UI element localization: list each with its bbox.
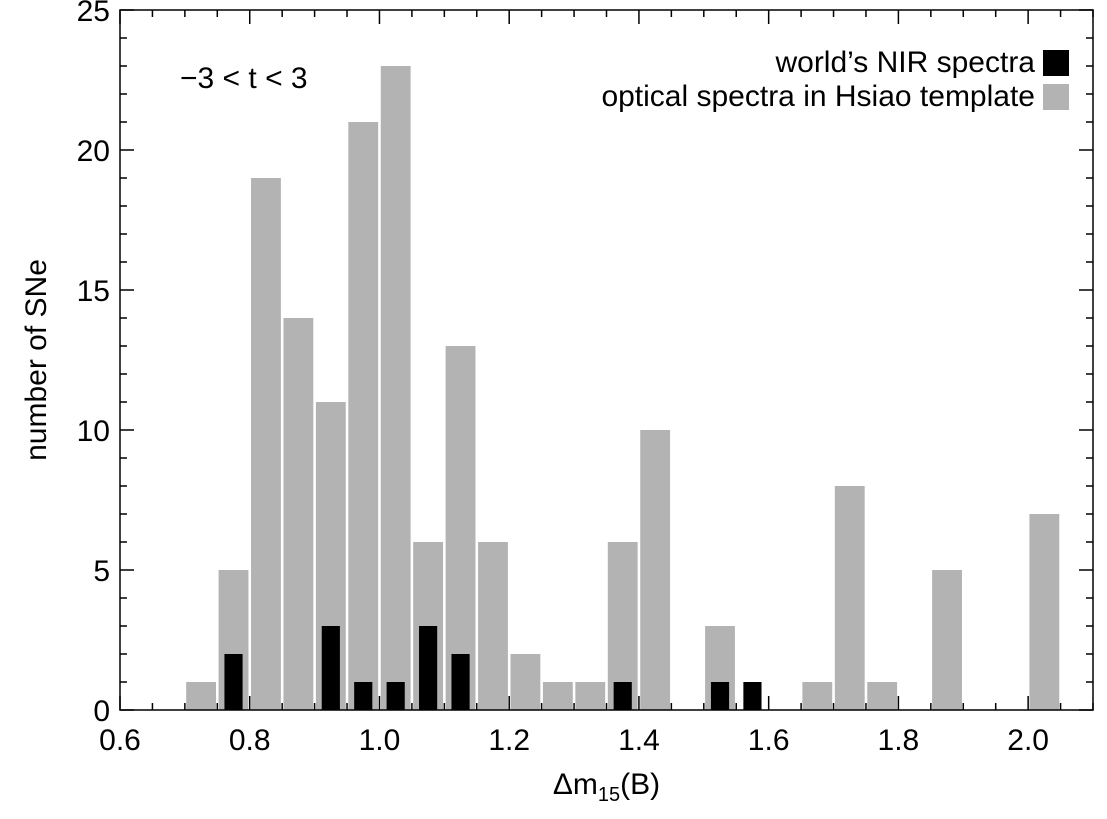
x-tick-label: 1.6: [748, 724, 790, 757]
legend-swatch-optical: [1043, 84, 1069, 110]
x-axis-label-prefix: Δm: [553, 768, 598, 801]
axis-ticks: [119, 9, 1094, 711]
bar-nir: [451, 654, 470, 710]
bar-nir: [710, 682, 730, 710]
x-axis-label-suffix: (B): [620, 768, 660, 801]
x-tick-label: 1.0: [359, 724, 401, 757]
axis-tick-labels: 0.6 0.8 1.0 1.2 1.4 1.6 1.8 2.0 0 5 10 15 20 25: [77, 0, 1049, 757]
y-axis-label: number of SNe: [20, 259, 53, 461]
bar-nir: [386, 682, 405, 710]
legend-label-optical: optical spectra in Hsiao template: [601, 80, 1035, 113]
x-tick-label: 1.2: [488, 724, 530, 757]
bar-nir: [354, 682, 373, 710]
bar-optical: [1029, 514, 1060, 710]
legend: world’s NIR spectra optical spectra in H…: [601, 46, 1069, 113]
y-tick-label: 0: [93, 695, 110, 728]
y-tick-label: 25: [77, 0, 110, 28]
x-tick-label: 1.4: [618, 724, 660, 757]
bar-optical: [348, 122, 379, 710]
bar-nir: [743, 682, 762, 710]
x-tick-label: 2.0: [1007, 724, 1049, 757]
optical-series-bars: [186, 66, 1060, 710]
bar-nir: [321, 626, 340, 710]
x-axis-label: Δm15(B): [553, 768, 660, 806]
legend-label-nir: world’s NIR spectra: [774, 46, 1035, 79]
bar-optical: [542, 682, 573, 710]
bar-nir: [419, 626, 438, 710]
bar-optical: [478, 542, 508, 710]
y-tick-label: 15: [77, 275, 110, 308]
bar-optical: [251, 178, 281, 710]
bar-optical: [445, 346, 476, 710]
bar-optical: [510, 654, 541, 710]
bar-optical: [834, 486, 865, 710]
bar-optical: [186, 682, 217, 710]
bar-optical: [380, 66, 411, 710]
x-axis-label-subscript: 15: [598, 784, 620, 806]
x-tick-label: 1.8: [878, 724, 920, 757]
y-tick-label: 10: [77, 415, 110, 448]
bar-optical: [575, 682, 606, 710]
bar-optical: [640, 430, 671, 710]
nir-series-bars: [224, 626, 762, 710]
y-tick-label: 20: [77, 135, 110, 168]
bar-optical: [802, 682, 833, 710]
x-tick-label: 0.6: [99, 724, 141, 757]
bar-optical: [867, 682, 898, 710]
bar-nir: [224, 654, 243, 710]
y-tick-label: 5: [93, 555, 110, 588]
bar-optical: [283, 318, 314, 710]
time-range-annotation: −3 < t < 3: [180, 62, 308, 95]
legend-swatch-nir: [1043, 50, 1069, 76]
bar-optical: [932, 570, 962, 710]
x-tick-label: 0.8: [229, 724, 271, 757]
bar-nir: [613, 682, 632, 710]
